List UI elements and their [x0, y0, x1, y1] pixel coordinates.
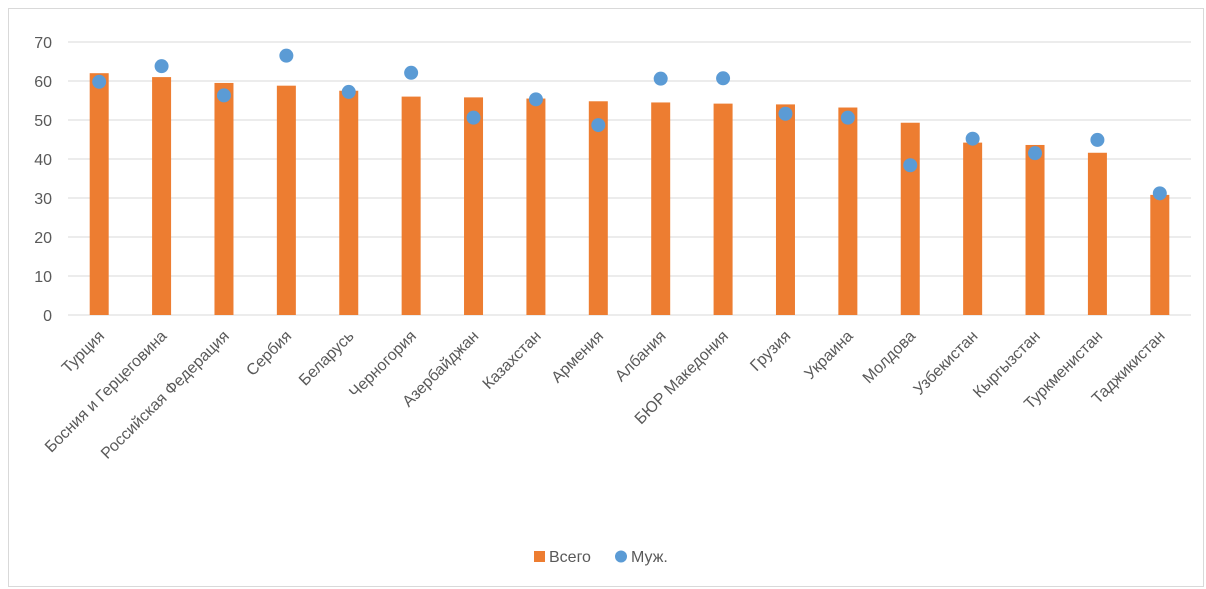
x-category-label: Беларусь: [296, 328, 358, 390]
data-point: [778, 106, 793, 121]
x-category-label: Российская Федерация: [98, 328, 233, 463]
data-point: [341, 84, 356, 99]
bar: [339, 90, 359, 315]
x-category-label: Армения: [549, 328, 608, 387]
bar: [1025, 144, 1045, 315]
x-category-label: Грузия: [747, 328, 794, 375]
data-point: [716, 71, 731, 86]
y-tick-label: 20: [34, 230, 52, 247]
bar: [152, 77, 172, 315]
bar: [838, 107, 858, 316]
gridlines: [68, 41, 1191, 316]
y-tick-label: 40: [34, 152, 52, 169]
data-point: [528, 92, 543, 107]
data-point: [1028, 146, 1043, 161]
bar: [713, 103, 733, 316]
legend-label-vsego: Всего: [549, 549, 591, 566]
x-category-label: Украина: [802, 328, 857, 383]
legend-label-muzh: Муж.: [631, 549, 668, 566]
data-point: [965, 131, 980, 146]
y-tick-label: 0: [43, 308, 52, 325]
data-point: [154, 59, 169, 74]
legend-swatch-muzh: [615, 550, 627, 563]
data-point: [216, 88, 231, 103]
data-point: [591, 118, 606, 133]
legend-swatch-vsego: [534, 551, 545, 562]
bar: [963, 142, 983, 315]
x-category-label: Босния и Герцеговина: [42, 328, 170, 456]
data-point: [279, 48, 294, 63]
data-point: [466, 110, 481, 125]
y-tick-label: 10: [34, 269, 52, 286]
data-point: [903, 158, 918, 173]
bar: [1087, 152, 1107, 315]
data-point: [1152, 186, 1167, 201]
y-tick-label: 50: [34, 113, 52, 130]
data-point: [1090, 132, 1105, 147]
x-category-label: Сербия: [243, 328, 295, 380]
legend: Всего Муж.: [534, 549, 668, 566]
y-axis-ticks: 0 10 20 30 40 50 60 70: [34, 35, 52, 325]
y-tick-label: 70: [34, 35, 52, 52]
bar: [89, 73, 109, 315]
bar: [775, 104, 795, 316]
bars-series-vsego: [89, 73, 1170, 316]
x-category-label: Албания: [612, 328, 669, 385]
bar: [588, 101, 608, 315]
bar: [214, 82, 234, 315]
x-category-label: Казахстан: [480, 328, 545, 393]
x-category-label: Молдова: [860, 328, 919, 387]
y-tick-label: 30: [34, 191, 52, 208]
bar: [526, 98, 546, 315]
y-tick-label: 60: [34, 74, 52, 91]
bar: [900, 122, 920, 315]
bar: [651, 102, 671, 315]
data-point: [92, 74, 107, 89]
data-point: [840, 110, 855, 125]
x-category-label: Турция: [59, 328, 108, 377]
bar: [276, 85, 296, 316]
chart-container: 0 10 20 30 40 50 60 70 Турция Босния и Герцегови…: [8, 8, 1204, 587]
bar: [464, 97, 484, 315]
data-point: [653, 71, 668, 86]
data-point: [404, 65, 419, 80]
bar: [1150, 194, 1170, 315]
points-series-muzh: [92, 48, 1167, 201]
bar: [401, 96, 421, 315]
